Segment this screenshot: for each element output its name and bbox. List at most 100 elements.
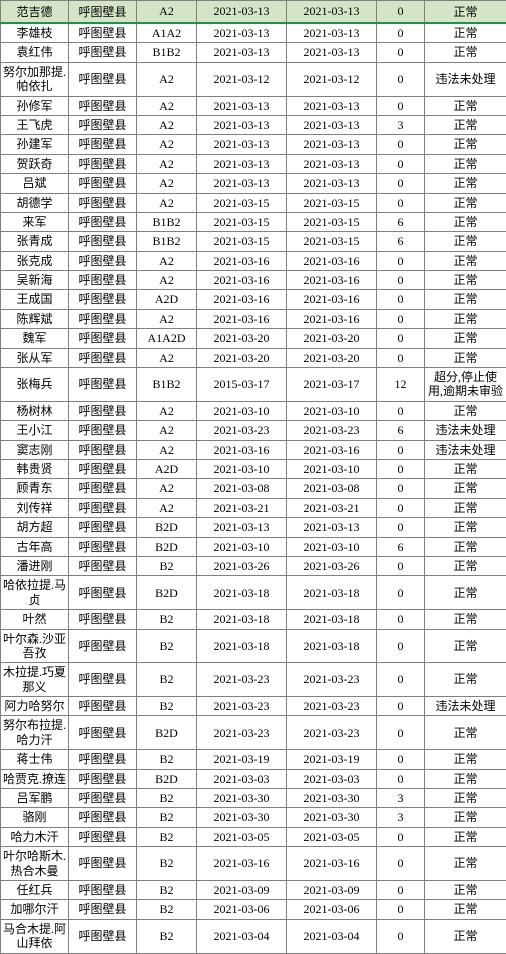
cell: A2 — [137, 193, 197, 212]
cell: 呼图壁县 — [69, 251, 137, 270]
cell: 0 — [377, 827, 425, 846]
table-row: 窦志刚呼图壁县A22021-03-162021-03-160违法未处理 — [1, 440, 506, 459]
cell: 2021-03-13 — [287, 154, 377, 173]
cell: 呼图壁县 — [69, 789, 137, 808]
cell: B2 — [137, 919, 197, 953]
table-row: 张从军呼图壁县A22021-03-202021-03-200正常 — [1, 348, 506, 367]
cell: 呼图壁县 — [69, 847, 137, 881]
cell: A2 — [137, 96, 197, 115]
cell: 韩贵贤 — [1, 459, 69, 478]
cell: 呼图壁县 — [69, 440, 137, 459]
cell: 呼图壁县 — [69, 629, 137, 663]
cell: 2021-03-13 — [197, 115, 287, 134]
cell: 呼图壁县 — [69, 329, 137, 348]
cell: 2021-03-09 — [287, 880, 377, 899]
cell: 正常 — [425, 154, 506, 173]
cell: 3 — [377, 808, 425, 827]
header-row: 范吉德 呼图壁县 A2 2021-03-13 2021-03-13 0 正常 — [1, 1, 506, 24]
table-row: 潘进刚呼图壁县B22021-03-262021-03-260正常 — [1, 556, 506, 575]
table-row: 叶尔哈斯木.热合木曼呼图壁县B22021-03-162021-03-160正常 — [1, 847, 506, 881]
cell: 2021-03-13 — [287, 174, 377, 193]
cell: 2021-03-16 — [287, 251, 377, 270]
cell: 呼图壁县 — [69, 808, 137, 827]
data-table-wrap: 范吉德 呼图壁县 A2 2021-03-13 2021-03-13 0 正常 李… — [0, 0, 506, 954]
cell: 张梅兵 — [1, 368, 69, 402]
table-row: 孙建军呼图壁县A22021-03-132021-03-130正常 — [1, 135, 506, 154]
cell: 2021-03-03 — [197, 769, 287, 788]
cell: 正常 — [425, 789, 506, 808]
table-row: 任红兵呼图壁县B22021-03-092021-03-090正常 — [1, 880, 506, 899]
table-row: 吕军鹏呼图壁县B22021-03-302021-03-303正常 — [1, 789, 506, 808]
cell: 2021-03-18 — [197, 576, 287, 610]
cell: 2021-03-06 — [197, 900, 287, 919]
table-row: 古年高呼图壁县B2D2021-03-102021-03-106正常 — [1, 537, 506, 556]
cell: 任红兵 — [1, 880, 69, 899]
cell: 2021-03-10 — [287, 401, 377, 420]
cell: 0 — [377, 23, 425, 43]
cell: 2021-03-16 — [197, 309, 287, 328]
cell: 正常 — [425, 880, 506, 899]
cell: 超分,停止使用,逾期未审验 — [425, 368, 506, 402]
cell: 违法未处理 — [425, 421, 506, 440]
cell: 6 — [377, 212, 425, 231]
cell: 吕军鹏 — [1, 789, 69, 808]
cell: 2021-03-13 — [287, 23, 377, 43]
cell: A1A2 — [137, 23, 197, 43]
cell: 呼图壁县 — [69, 827, 137, 846]
cell: 张青成 — [1, 232, 69, 251]
cell: 张从军 — [1, 348, 69, 367]
table-row: 哈依拉提.马贞呼图壁县B2D2021-03-182021-03-180正常 — [1, 576, 506, 610]
cell: 2021-03-30 — [287, 789, 377, 808]
cell: 2021-03-13 — [197, 43, 287, 62]
cell: 正常 — [425, 309, 506, 328]
cell: 2021-03-13 — [287, 518, 377, 537]
cell: 2021-03-06 — [287, 900, 377, 919]
cell: 呼图壁县 — [69, 750, 137, 769]
cell: 贺跃奇 — [1, 154, 69, 173]
cell: 哈力木汗 — [1, 827, 69, 846]
cell: 加哪尔汗 — [1, 900, 69, 919]
table-row: 来军呼图壁县B1B22021-03-152021-03-156正常 — [1, 212, 506, 231]
cell: 2021-03-30 — [197, 808, 287, 827]
cell: B2 — [137, 808, 197, 827]
cell: A2 — [137, 135, 197, 154]
cell: 2021-03-16 — [197, 271, 287, 290]
cell: 0 — [377, 290, 425, 309]
cell: B2 — [137, 789, 197, 808]
cell: 呼图壁县 — [69, 232, 137, 251]
cell: 杨树林 — [1, 401, 69, 420]
table-body: 李雄枝呼图壁县A1A22021-03-132021-03-130正常袁红伟呼图壁… — [1, 23, 506, 953]
cell: 2021-03-13 — [287, 115, 377, 134]
cell: B2D — [137, 537, 197, 556]
cell: B1B2 — [137, 368, 197, 402]
cell: 2021-03-16 — [197, 290, 287, 309]
cell: 0 — [377, 135, 425, 154]
cell: 6 — [377, 232, 425, 251]
cell: 呼图壁县 — [69, 212, 137, 231]
cell: 0 — [377, 919, 425, 953]
cell: 2021-03-13 — [197, 154, 287, 173]
cell: 窦志刚 — [1, 440, 69, 459]
cell: 2021-03-13 — [287, 43, 377, 62]
cell: 0 — [377, 556, 425, 575]
cell: A2 — [137, 62, 197, 96]
cell: B2 — [137, 556, 197, 575]
cell: A2 — [137, 174, 197, 193]
cell: 潘进刚 — [1, 556, 69, 575]
cell: 正常 — [425, 576, 506, 610]
cell: A2 — [137, 251, 197, 270]
cell: 正常 — [425, 43, 506, 62]
cell: 2021-03-16 — [287, 290, 377, 309]
cell: 正常 — [425, 115, 506, 134]
cell: 正常 — [425, 518, 506, 537]
cell: 0 — [377, 193, 425, 212]
cell: 2021-03-13 — [287, 96, 377, 115]
cell: 2015-03-17 — [197, 368, 287, 402]
cell: 王飞虎 — [1, 115, 69, 134]
cell: 2021-03-23 — [287, 421, 377, 440]
table-row: 张青成呼图壁县B1B22021-03-152021-03-156正常 — [1, 232, 506, 251]
cell: 正常 — [425, 537, 506, 556]
table-row: 吕斌呼图壁县A22021-03-132021-03-130正常 — [1, 174, 506, 193]
cell: 2021-03-05 — [287, 827, 377, 846]
cell: 0 — [377, 716, 425, 750]
